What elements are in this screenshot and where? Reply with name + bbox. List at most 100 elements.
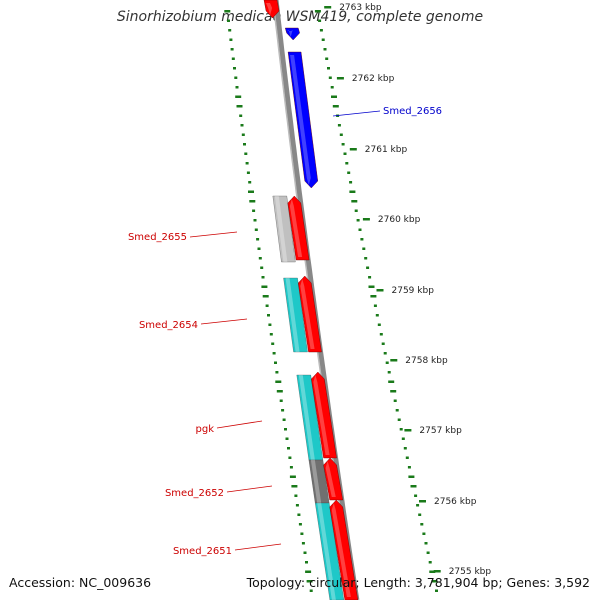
gc-skew-mark xyxy=(275,380,282,383)
gc-skew-mark xyxy=(231,57,235,60)
gc-skew-mark xyxy=(289,475,296,478)
map-title: Sinorhizobium medicae WSM419, complete g… xyxy=(116,9,484,25)
gc-skew-mark xyxy=(258,257,262,260)
gc-skew-mark xyxy=(390,390,397,393)
scale-tick xyxy=(433,570,441,573)
gc-skew-mark xyxy=(328,76,332,79)
cog-box-smed-2651 xyxy=(315,502,345,600)
gc-skew-mark xyxy=(401,437,405,440)
gc-skew-mark xyxy=(428,561,432,564)
gene-label: Smed_2652 xyxy=(165,488,224,499)
scale-tick xyxy=(419,500,426,503)
gc-skew-mark xyxy=(248,181,252,184)
gene-label-leader xyxy=(216,420,263,429)
gene-label: Smed_2656 xyxy=(383,106,442,117)
gc-skew-mark xyxy=(368,285,375,288)
cds-gene-smed-2655 xyxy=(287,195,310,261)
gc-skew-mark xyxy=(279,399,283,402)
gc-skew-mark xyxy=(422,532,426,535)
scale-tick-label: 2759 kbp xyxy=(392,286,435,296)
gc-skew-mark xyxy=(339,133,343,136)
cds-gene-pgk-shine xyxy=(313,375,330,455)
gc-skew-mark xyxy=(387,371,391,374)
cds-gene-smed-2651-shine xyxy=(331,503,351,597)
gene-label-leader xyxy=(200,318,248,325)
gc-skew-mark xyxy=(410,485,417,488)
gc-skew-mark xyxy=(405,456,409,459)
gc-skew-mark xyxy=(300,532,304,535)
scale-tick-label: 2763 kbp xyxy=(339,3,382,13)
topology-summary: Topology: circular; Length: 3,781,904 bp… xyxy=(246,575,590,590)
scale-tick-label: 2757 kbp xyxy=(419,426,462,436)
gc-skew-mark xyxy=(239,114,243,117)
gc-skew-mark xyxy=(383,352,387,355)
gc-skew-mark xyxy=(275,371,279,374)
gc-skew-mark xyxy=(420,523,424,526)
cds-gene-smed-2656 xyxy=(287,51,318,189)
gc-skew-mark xyxy=(429,570,436,573)
cds-gene-smed-2654 xyxy=(298,275,322,353)
gc-skew-mark xyxy=(431,580,438,583)
scale-tick xyxy=(362,218,370,221)
gc-skew-mark xyxy=(331,95,337,98)
gc-skew-mark xyxy=(358,228,362,231)
gc-skew-mark xyxy=(399,428,403,431)
scale-tick xyxy=(336,77,344,80)
gc-skew-mark xyxy=(289,466,293,469)
gc-skew-mark xyxy=(256,238,260,241)
gc-skew-mark xyxy=(349,181,353,184)
gc-skew-mark xyxy=(345,162,349,165)
cds-gene-top-shine xyxy=(266,3,273,15)
gc-skew-mark xyxy=(370,295,377,298)
gc-skew-mark xyxy=(309,589,313,592)
gc-skew-mark xyxy=(305,570,312,573)
gc-skew-mark xyxy=(360,238,364,241)
gc-skew-mark xyxy=(347,171,351,174)
cog-box-smed-2651-shine xyxy=(317,503,336,600)
gc-skew-track xyxy=(224,10,438,592)
gc-skew-mark xyxy=(395,409,399,412)
gc-skew-mark xyxy=(285,437,289,440)
scale-tick-label: 2758 kbp xyxy=(405,356,448,366)
gc-skew-mark xyxy=(261,276,265,279)
gc-skew-mark xyxy=(354,209,358,212)
gc-skew-mark xyxy=(377,323,381,326)
scale-tick xyxy=(324,6,332,9)
cds-track xyxy=(263,0,359,600)
gc-skew-mark xyxy=(267,314,270,317)
gc-skew-mark xyxy=(230,48,234,51)
gc-skew-mark xyxy=(388,380,395,383)
gene-label-leader xyxy=(226,485,273,493)
gc-skew-mark xyxy=(330,86,334,89)
gc-skew-mark xyxy=(291,485,298,488)
gc-skew-mark xyxy=(418,513,422,516)
gc-skew-mark xyxy=(407,466,411,469)
gene-label: Smed_2651 xyxy=(173,546,232,557)
scale-tick-label: 2762 kbp xyxy=(352,74,395,84)
accession-text: Accession: NC_009636 xyxy=(9,575,152,590)
cds-gene-top xyxy=(263,0,280,19)
gc-skew-mark xyxy=(235,86,239,89)
cog-box-smed-2655-shine xyxy=(274,196,288,262)
gc-skew-mark xyxy=(414,494,418,497)
gc-skew-mark xyxy=(288,456,292,459)
gc-skew-mark xyxy=(305,561,308,564)
gc-skew-mark xyxy=(284,428,287,431)
gc-skew-mark xyxy=(337,124,341,127)
cds-gene-smed-2652-shine xyxy=(325,461,336,497)
gc-skew-mark xyxy=(249,200,256,203)
gc-skew-mark xyxy=(301,542,305,545)
cog-box-smed-2655 xyxy=(272,195,296,263)
gc-skew-mark xyxy=(319,29,323,32)
scale-track: 2763 kbp 2762 kbp 2761 kbp 2760 kbp 2759 kbp… xyxy=(324,3,491,577)
gc-skew-mark xyxy=(356,219,360,222)
gc-skew-mark xyxy=(416,504,420,507)
scale-tick-label: 2761 kbp xyxy=(365,145,408,155)
gc-skew-mark xyxy=(295,504,299,507)
gc-skew-mark xyxy=(236,105,243,108)
cds-gene-smed-2656-cap-shine xyxy=(287,30,293,37)
gc-skew-mark xyxy=(233,67,236,70)
gc-skew-mark xyxy=(274,361,277,364)
gc-skew-mark xyxy=(325,57,329,60)
